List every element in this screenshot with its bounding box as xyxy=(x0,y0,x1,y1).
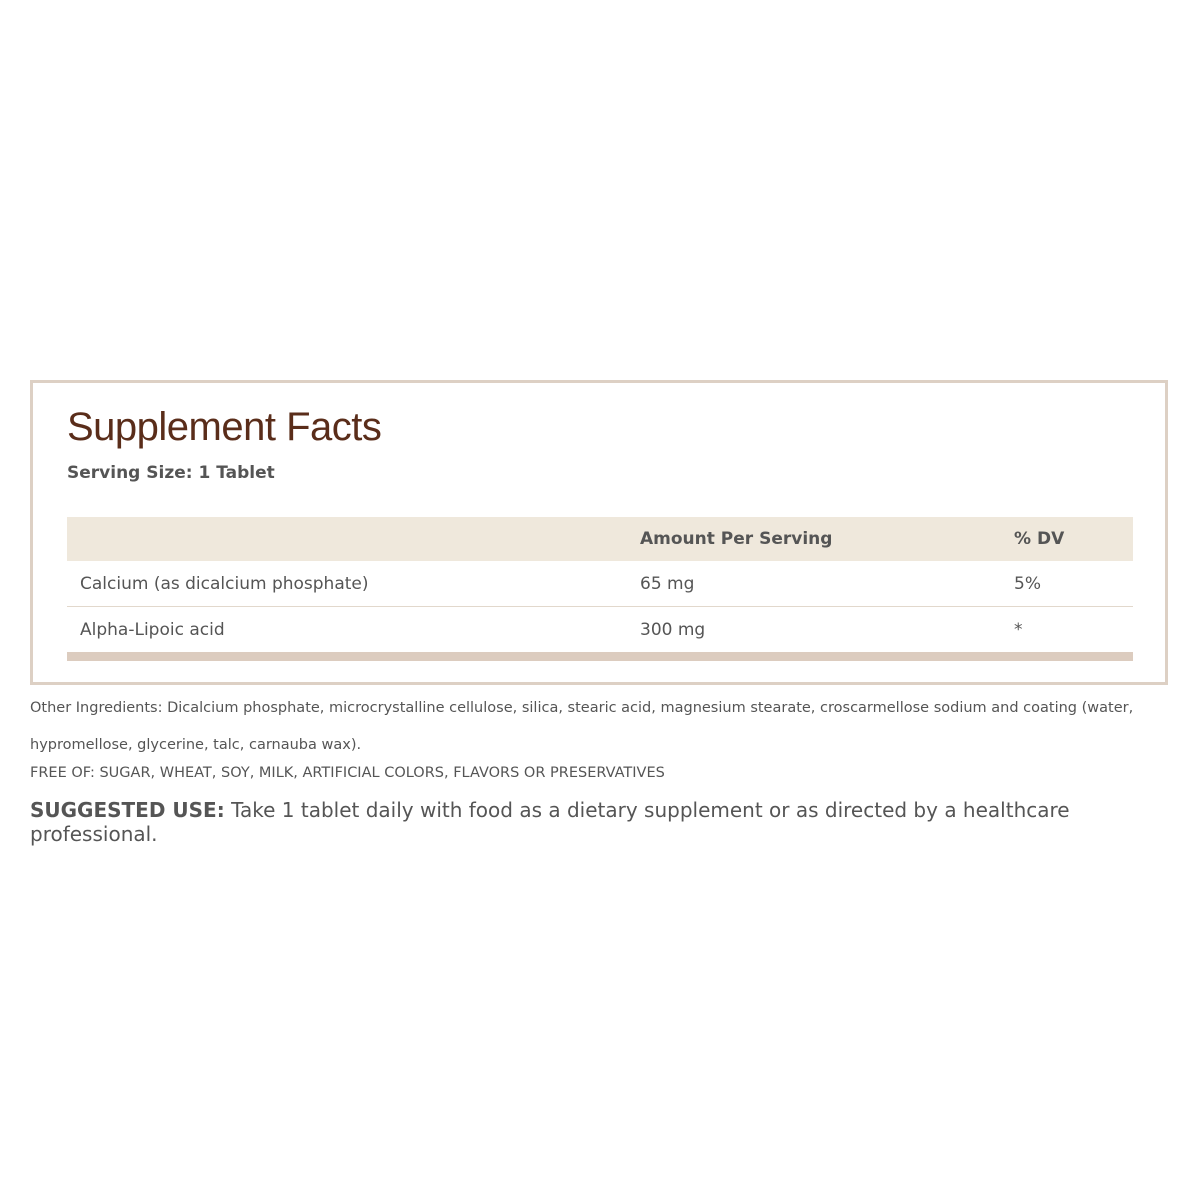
suggested-use: SUGGESTED USE: Take 1 tablet daily with … xyxy=(30,798,1200,846)
nutrient-dv: * xyxy=(1014,619,1023,640)
panel-title: Supplement Facts xyxy=(67,405,382,449)
nutrient-amount: 300 mg xyxy=(640,619,706,640)
other-ingredients: Other Ingredients: Dicalcium phosphate, … xyxy=(30,700,1134,753)
free-of: FREE OF: SUGAR, WHEAT, SOY, MILK, ARTIFI… xyxy=(30,765,665,781)
nutrient-amount: 65 mg xyxy=(640,573,695,594)
table-bottom-bar xyxy=(67,652,1133,661)
supplement-facts-panel: Supplement Facts Serving Size: 1 Tablet … xyxy=(30,380,1168,685)
serving-size: Serving Size: 1 Tablet xyxy=(67,463,275,483)
header-amount: Amount Per Serving xyxy=(640,529,833,549)
table-row: Calcium (as dicalcium phosphate) 65 mg 5… xyxy=(67,561,1133,607)
table-header: Amount Per Serving % DV xyxy=(67,517,1133,561)
suggested-use-label: SUGGESTED USE: xyxy=(30,798,225,822)
nutrient-name: Calcium (as dicalcium phosphate) xyxy=(80,573,369,594)
nutrient-dv: 5% xyxy=(1014,573,1041,594)
nutrient-name: Alpha-Lipoic acid xyxy=(80,619,225,640)
suggested-use-text: Take 1 tablet daily with food as a dieta… xyxy=(30,798,1070,846)
facts-table: Amount Per Serving % DV Calcium (as dica… xyxy=(67,517,1133,661)
table-row: Alpha-Lipoic acid 300 mg * xyxy=(67,607,1133,652)
header-dv: % DV xyxy=(1014,529,1065,549)
